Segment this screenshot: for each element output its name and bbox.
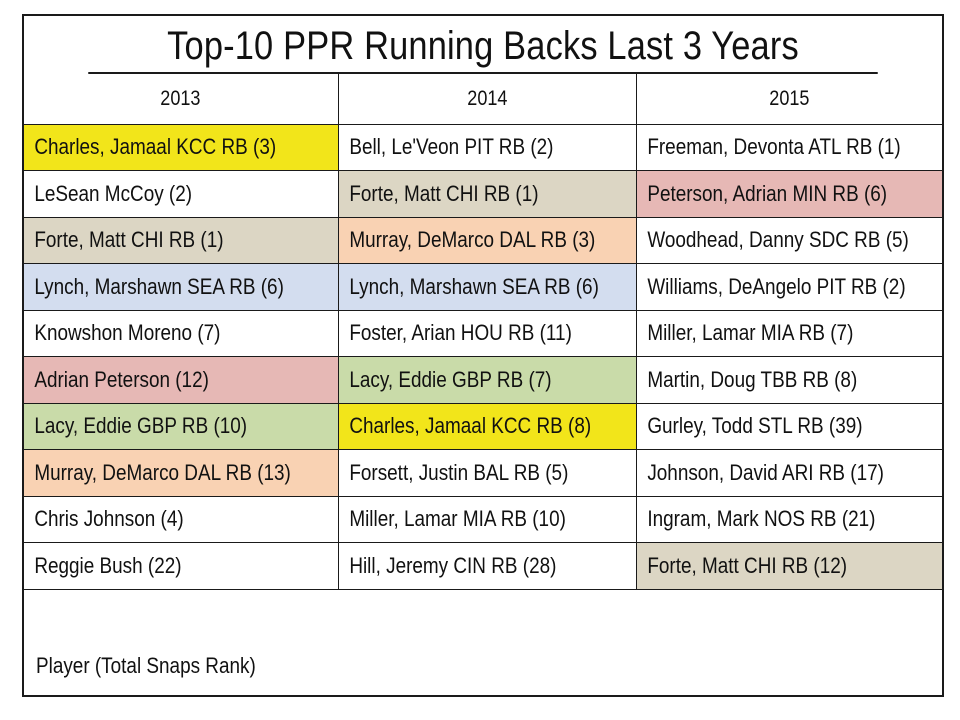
player-label: Miller, Lamar MIA RB (10) <box>348 506 566 532</box>
player-label: Bell, Le'Veon PIT RB (2) <box>348 134 553 160</box>
player-label: Freeman, Devonta ATL RB (1) <box>646 134 901 160</box>
table-row: Lacy, Eddie GBP RB (10) Charles, Jamaal K… <box>24 402 942 450</box>
player-cell-2013: Reggie Bush (22) <box>24 542 339 590</box>
player-label: Ingram, Mark NOS RB (21) <box>646 506 875 532</box>
player-cell-2013: Lacy, Eddie GBP RB (10) <box>24 402 339 450</box>
table-row: Lynch, Marshawn SEA RB (6) Lynch, Marshaw… <box>24 263 942 311</box>
column-header-label: 2014 <box>466 86 508 110</box>
player-cell-2013: LeSean McCoy (2) <box>24 170 339 218</box>
player-cell-2013: Forte, Matt CHI RB (1) <box>24 216 339 264</box>
player-cell-2014: Forsett, Justin BAL RB (5) <box>337 449 637 497</box>
player-cell-2014: Bell, Le'Veon PIT RB (2) <box>337 123 637 171</box>
player-cell-2015: Peterson, Adrian MIN RB (6) <box>635 170 942 218</box>
table-row: Chris Johnson (4) Miller, Lamar MIA RB (1… <box>24 495 942 543</box>
player-cell-2014: Forte, Matt CHI RB (1) <box>337 170 637 218</box>
player-label: Chris Johnson (4) <box>34 506 184 532</box>
player-cell-2015: Forte, Matt CHI RB (12) <box>635 542 942 590</box>
table-row: Reggie Bush (22) Hill, Jeremy CIN RB (28)… <box>24 542 942 590</box>
player-label: Forsett, Justin BAL RB (5) <box>348 459 568 485</box>
player-label: Foster, Arian HOU RB (11) <box>348 320 572 346</box>
player-cell-2014: Murray, DeMarco DAL RB (3) <box>337 216 637 264</box>
table-body: Charles, Jamaal KCC RB (3) Bell, Le'Veon … <box>24 123 942 590</box>
player-label: Williams, DeAngelo PIT RB (2) <box>646 273 906 299</box>
player-label: Gurley, Todd STL RB (39) <box>646 413 863 439</box>
player-label: Woodhead, Danny SDC RB (5) <box>646 227 909 253</box>
player-label: Murray, DeMarco DAL RB (13) <box>34 459 291 485</box>
player-label: Johnson, David ARI RB (17) <box>646 459 884 485</box>
player-cell-2013: Knowshon Moreno (7) <box>24 309 339 357</box>
player-label: Forte, Matt CHI RB (1) <box>34 227 224 253</box>
player-cell-2014: Foster, Arian HOU RB (11) <box>337 309 637 357</box>
table-row: Charles, Jamaal KCC RB (3) Bell, Le'Veon … <box>24 123 942 171</box>
player-cell-2013: Murray, DeMarco DAL RB (13) <box>24 449 339 497</box>
table-row: Murray, DeMarco DAL RB (13) Forsett, Just… <box>24 449 942 497</box>
table-row: Adrian Peterson (12) Lacy, Eddie GBP RB (… <box>24 356 942 404</box>
player-label: Knowshon Moreno (7) <box>34 320 221 346</box>
player-label: Forte, Matt CHI RB (12) <box>646 552 847 578</box>
column-header-2014: 2014 <box>337 74 637 125</box>
player-cell-2013: Chris Johnson (4) <box>24 495 339 543</box>
player-cell-2015: Woodhead, Danny SDC RB (5) <box>635 216 942 264</box>
player-cell-2015: Miller, Lamar MIA RB (7) <box>635 309 942 357</box>
column-header-label: 2015 <box>769 86 810 110</box>
player-cell-2013: Lynch, Marshawn SEA RB (6) <box>24 263 339 311</box>
table-row: LeSean McCoy (2) Forte, Matt CHI RB (1) Pe… <box>24 170 942 218</box>
table-row: Forte, Matt CHI RB (1) Murray, DeMarco DA… <box>24 216 942 264</box>
page-title: Top-10 PPR Running Backs Last 3 Years <box>88 16 878 74</box>
player-label: Lacy, Eddie GBP RB (7) <box>348 366 552 392</box>
player-cell-2015: Freeman, Devonta ATL RB (1) <box>635 123 942 171</box>
document-frame: Top-10 PPR Running Backs Last 3 Years 20… <box>22 14 944 697</box>
rankings-table: 2013 2014 2015 Charles, Jamaal KCC RB (3… <box>24 74 942 590</box>
player-label: Peterson, Adrian MIN RB (6) <box>646 180 887 206</box>
player-cell-2015: Gurley, Todd STL RB (39) <box>635 402 942 450</box>
player-cell-2013: Charles, Jamaal KCC RB (3) <box>24 123 339 171</box>
player-cell-2014: Hill, Jeremy CIN RB (28) <box>337 542 637 590</box>
player-label: Forte, Matt CHI RB (1) <box>348 180 539 206</box>
player-label: Reggie Bush (22) <box>34 552 182 578</box>
table-header: 2013 2014 2015 <box>24 74 942 125</box>
player-label: Lynch, Marshawn SEA RB (6) <box>34 273 284 299</box>
player-cell-2015: Ingram, Mark NOS RB (21) <box>635 495 942 543</box>
column-header-2015: 2015 <box>635 74 942 125</box>
player-cell-2014: Charles, Jamaal KCC RB (8) <box>337 402 637 450</box>
player-label: Adrian Peterson (12) <box>34 366 209 392</box>
player-label: Charles, Jamaal KCC RB (3) <box>34 134 277 160</box>
column-header-2013: 2013 <box>24 74 339 125</box>
player-cell-2014: Miller, Lamar MIA RB (10) <box>337 495 637 543</box>
player-label: Charles, Jamaal KCC RB (8) <box>348 413 591 439</box>
player-label: Lacy, Eddie GBP RB (10) <box>34 413 248 439</box>
player-cell-2015: Williams, DeAngelo PIT RB (2) <box>635 263 942 311</box>
player-cell-2015: Johnson, David ARI RB (17) <box>635 449 942 497</box>
player-cell-2013: Adrian Peterson (12) <box>24 356 339 404</box>
column-header-label: 2013 <box>160 86 201 110</box>
player-label: Miller, Lamar MIA RB (7) <box>646 320 853 346</box>
table-row: Knowshon Moreno (7) Foster, Arian HOU RB … <box>24 309 942 357</box>
player-cell-2014: Lynch, Marshawn SEA RB (6) <box>337 263 637 311</box>
player-label: Murray, DeMarco DAL RB (3) <box>348 227 595 253</box>
player-cell-2014: Lacy, Eddie GBP RB (7) <box>337 356 637 404</box>
player-label: Martin, Doug TBB RB (8) <box>646 366 857 392</box>
player-label: Hill, Jeremy CIN RB (28) <box>348 552 556 578</box>
header-row: 2013 2014 2015 <box>24 74 942 125</box>
player-label: LeSean McCoy (2) <box>34 180 193 206</box>
player-label: Lynch, Marshawn SEA RB (6) <box>348 273 599 299</box>
legend-note: Player (Total Snaps Rank) <box>36 653 256 678</box>
player-cell-2015: Martin, Doug TBB RB (8) <box>635 356 942 404</box>
